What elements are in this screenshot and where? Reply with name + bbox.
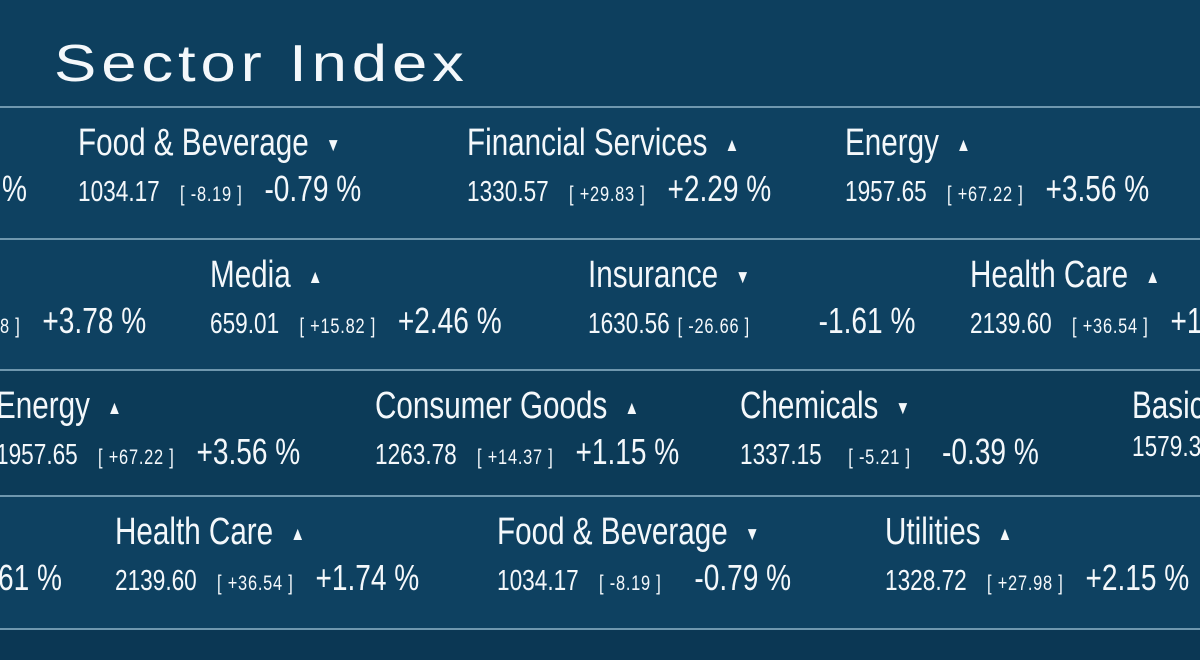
index-value: 659.01 (210, 308, 280, 340)
index-value: 1579.3 (1132, 431, 1200, 463)
percent-change: +3.56 % (196, 431, 301, 472)
page-title: Sector Index (54, 35, 469, 93)
index-change: [ +15.82 ] (299, 315, 377, 338)
percent-change: -1.61 % (818, 300, 916, 341)
footer-band (0, 630, 1200, 658)
sector-name: Basic (1132, 385, 1200, 427)
sector-name: Energy (0, 385, 90, 427)
triangle-down-icon: ▼ (325, 134, 341, 156)
index-value: 2139.60 (970, 308, 1052, 340)
ticker-row-2: 8 ] +3.78 % Media ▲ 659.01 [ +15.82 ] +2… (0, 240, 1200, 371)
index-value: 1957.65 (0, 439, 78, 471)
percent-change: -0.39 % (942, 431, 1039, 472)
triangle-up-icon: ▲ (307, 266, 323, 288)
sector-name: Insurance (588, 254, 719, 296)
index-value: 1263.78 (375, 439, 457, 471)
ticker-row-1: % Food & Beverage ▼ 1034.17 [ -8.19 ] -0… (0, 108, 1200, 240)
percent-change: +2.29 % (667, 168, 772, 209)
index-change: 8 ] (0, 315, 21, 338)
percent-change: +3.78 % (42, 300, 147, 341)
index-change: [ +14.37 ] (477, 446, 554, 469)
triangle-up-icon: ▲ (1145, 266, 1160, 288)
sector-name: Utilities (885, 511, 981, 553)
title-band: Sector Index (0, 0, 1200, 108)
index-change: [ -8.19 ] (180, 183, 243, 206)
index-value: 1337.15 (740, 439, 822, 471)
index-change: [ +29.83 ] (569, 183, 646, 206)
sector-name: Food & Beverage (78, 122, 309, 164)
percent-change: % (2, 168, 27, 209)
percent-change: +1.74 % (1170, 300, 1200, 341)
index-change: [ +27.98 ] (987, 572, 1064, 595)
index-change: [ +67.22 ] (947, 183, 1024, 206)
percent-change: 61 % (0, 557, 63, 598)
percent-change: -0.79 % (694, 557, 792, 598)
sector-name: Energy (845, 122, 939, 164)
triangle-up-icon: ▲ (997, 523, 1013, 545)
triangle-down-icon: ▼ (895, 397, 911, 419)
index-change: [ +36.54 ] (217, 572, 294, 595)
sector-name: Media (210, 254, 291, 296)
index-value: 1034.17 (78, 176, 160, 208)
index-value: 1957.65 (845, 176, 927, 208)
sector-name: Consumer Goods (375, 385, 608, 427)
index-value: 1630.56 (588, 308, 670, 340)
triangle-up-icon: ▲ (290, 523, 305, 545)
index-value: 2139.60 (115, 565, 197, 597)
sector-name: Health Care (970, 254, 1129, 296)
percent-change: +1.74 % (315, 557, 420, 598)
index-change: [ -8.19 ] (599, 572, 662, 595)
sector-name: Financial Services (467, 122, 708, 164)
triangle-down-icon: ▼ (744, 523, 760, 545)
percent-change: +2.46 % (397, 300, 502, 341)
sector-name: Food & Beverage (497, 511, 728, 553)
percent-change: +3.56 % (1045, 168, 1150, 209)
index-value: 1034.17 (497, 565, 579, 597)
index-change: [ -5.21 ] (848, 446, 911, 469)
sector-name: Health Care (115, 511, 274, 553)
percent-change: +2.15 % (1085, 557, 1190, 598)
triangle-up-icon: ▲ (624, 397, 640, 419)
index-change: [ +67.22 ] (98, 446, 175, 469)
index-value: 1330.57 (467, 176, 549, 208)
index-value: 1328.72 (885, 565, 967, 597)
triangle-up-icon: ▲ (956, 134, 971, 156)
sector-name: Chemicals (740, 385, 879, 427)
ticker-row-4: 61 % Health Care ▲ 2139.60 [ +36.54 ] +1… (0, 497, 1200, 630)
index-change: [ -26.66 ] (677, 315, 751, 338)
triangle-down-icon: ▼ (735, 266, 751, 288)
percent-change: +1.15 % (575, 431, 680, 472)
percent-change: -0.79 % (264, 168, 362, 209)
triangle-up-icon: ▲ (107, 397, 122, 419)
triangle-up-icon: ▲ (724, 134, 740, 156)
index-change: [ +36.54 ] (1072, 315, 1149, 338)
ticker-row-3: Energy ▲ 1957.65 [ +67.22 ] +3.56 % Cons… (0, 371, 1200, 497)
